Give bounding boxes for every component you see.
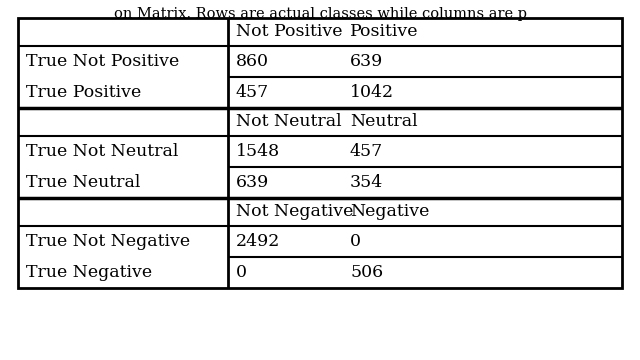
Text: 0: 0 — [236, 264, 247, 281]
Text: 1042: 1042 — [350, 84, 394, 101]
Text: 2492: 2492 — [236, 233, 280, 250]
Text: 1548: 1548 — [236, 143, 280, 160]
Text: True Not Neutral: True Not Neutral — [26, 143, 179, 160]
Text: Not Neutral: Not Neutral — [236, 113, 342, 130]
Text: Not Negative: Not Negative — [236, 203, 353, 220]
Text: True Neutral: True Neutral — [26, 174, 140, 191]
Text: 860: 860 — [236, 53, 269, 70]
Text: True Not Positive: True Not Positive — [26, 53, 179, 70]
Text: on Matrix. Rows are actual classes while columns are p: on Matrix. Rows are actual classes while… — [113, 7, 527, 21]
Text: Negative: Negative — [350, 203, 429, 220]
Text: 457: 457 — [350, 143, 383, 160]
Text: True Negative: True Negative — [26, 264, 152, 281]
Text: 506: 506 — [350, 264, 383, 281]
Text: Not Positive: Not Positive — [236, 23, 342, 40]
Text: 0: 0 — [350, 233, 361, 250]
Text: True Not Negative: True Not Negative — [26, 233, 190, 250]
Text: 457: 457 — [236, 84, 269, 101]
Text: 639: 639 — [236, 174, 269, 191]
Text: True Positive: True Positive — [26, 84, 141, 101]
Text: 639: 639 — [350, 53, 383, 70]
Text: Neutral: Neutral — [350, 113, 418, 130]
Text: Positive: Positive — [350, 23, 419, 40]
Text: 354: 354 — [350, 174, 383, 191]
Bar — [18, 18, 622, 288]
